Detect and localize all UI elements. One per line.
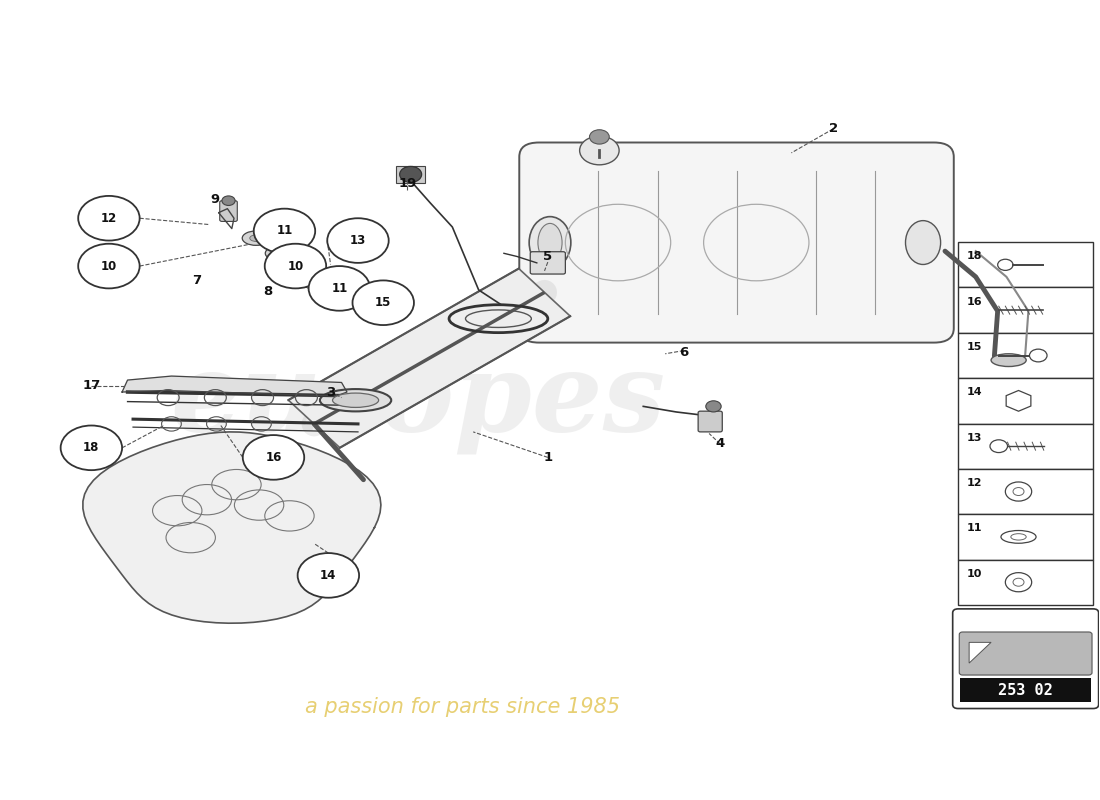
Text: 8: 8 [263,285,273,298]
Text: europes: europes [170,346,666,454]
Circle shape [352,281,414,325]
Text: 11: 11 [967,523,982,534]
Circle shape [309,266,370,310]
Text: 14: 14 [320,569,337,582]
Circle shape [328,218,388,263]
Polygon shape [82,432,381,623]
Text: 3: 3 [326,386,336,398]
Ellipse shape [273,250,285,257]
Circle shape [399,166,421,182]
FancyBboxPatch shape [698,411,723,432]
Text: 15: 15 [375,296,392,310]
Text: 2: 2 [828,122,837,135]
Circle shape [298,553,359,598]
Polygon shape [288,269,570,448]
Text: 10: 10 [967,569,982,578]
Circle shape [706,401,722,412]
Text: 13: 13 [967,433,982,442]
Text: 12: 12 [101,212,117,225]
Ellipse shape [538,223,562,262]
Text: 253 02: 253 02 [999,682,1053,698]
Ellipse shape [332,393,378,407]
Text: 19: 19 [398,177,417,190]
FancyBboxPatch shape [958,559,1093,605]
Text: 9: 9 [211,193,220,206]
Ellipse shape [905,221,940,265]
Ellipse shape [250,235,262,242]
Text: 5: 5 [543,250,552,263]
Circle shape [265,244,327,288]
Text: 10: 10 [101,259,117,273]
FancyBboxPatch shape [530,252,565,274]
Text: 10: 10 [287,259,304,273]
Ellipse shape [529,217,571,269]
Text: 18: 18 [967,251,982,262]
FancyBboxPatch shape [519,142,954,342]
FancyBboxPatch shape [958,287,1093,333]
Text: 11: 11 [331,282,348,295]
Text: 1: 1 [543,451,552,464]
Text: 7: 7 [192,274,201,287]
FancyBboxPatch shape [220,201,238,222]
Polygon shape [969,642,991,663]
Circle shape [243,435,305,480]
Circle shape [60,426,122,470]
Text: 4: 4 [715,438,725,450]
Circle shape [78,196,140,241]
Text: 12: 12 [967,478,982,488]
Text: 11: 11 [276,225,293,238]
Circle shape [580,136,619,165]
Text: 13: 13 [350,234,366,247]
Circle shape [222,196,235,206]
FancyBboxPatch shape [958,242,1093,287]
Text: 18: 18 [84,442,99,454]
Text: 15: 15 [967,342,982,352]
Text: 6: 6 [679,346,689,358]
Text: 16: 16 [265,451,282,464]
FancyBboxPatch shape [958,423,1093,469]
Circle shape [590,130,609,144]
FancyBboxPatch shape [953,609,1099,709]
FancyBboxPatch shape [960,678,1091,702]
Text: 14: 14 [967,387,982,398]
Circle shape [254,209,316,254]
Ellipse shape [242,231,270,246]
Ellipse shape [265,246,293,261]
Circle shape [78,244,140,288]
FancyBboxPatch shape [958,469,1093,514]
Ellipse shape [320,389,392,411]
Polygon shape [122,376,346,396]
Text: 17: 17 [82,379,100,392]
FancyBboxPatch shape [958,514,1093,559]
Text: a passion for parts since 1985: a passion for parts since 1985 [305,697,619,717]
FancyBboxPatch shape [958,378,1093,423]
Text: 16: 16 [967,297,982,306]
FancyBboxPatch shape [958,333,1093,378]
FancyBboxPatch shape [396,166,425,183]
Ellipse shape [991,354,1026,366]
FancyBboxPatch shape [959,632,1092,675]
